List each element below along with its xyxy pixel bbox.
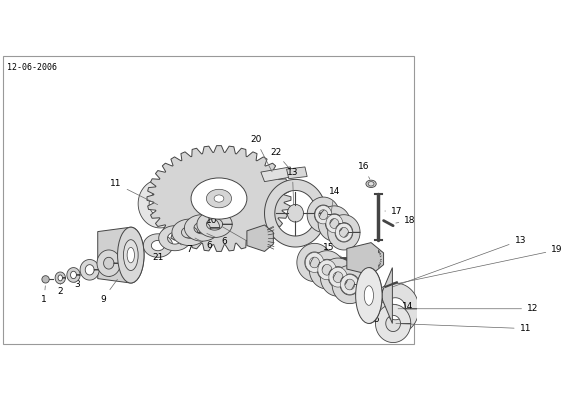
Polygon shape bbox=[329, 267, 347, 287]
Text: 22: 22 bbox=[270, 148, 291, 170]
Text: 17: 17 bbox=[385, 206, 403, 216]
Polygon shape bbox=[320, 258, 356, 296]
Text: 14: 14 bbox=[329, 187, 340, 214]
Polygon shape bbox=[372, 283, 419, 334]
Polygon shape bbox=[318, 260, 336, 280]
Polygon shape bbox=[265, 180, 326, 247]
Polygon shape bbox=[306, 252, 324, 272]
Polygon shape bbox=[341, 274, 359, 294]
Polygon shape bbox=[318, 206, 350, 241]
Ellipse shape bbox=[214, 195, 224, 202]
Text: 6: 6 bbox=[207, 234, 227, 246]
Polygon shape bbox=[185, 215, 220, 241]
Polygon shape bbox=[332, 265, 367, 304]
Ellipse shape bbox=[356, 291, 365, 297]
Text: 5: 5 bbox=[116, 262, 141, 271]
Polygon shape bbox=[261, 167, 294, 182]
Text: 14: 14 bbox=[363, 300, 414, 311]
Polygon shape bbox=[172, 219, 207, 246]
Ellipse shape bbox=[356, 268, 382, 324]
Polygon shape bbox=[143, 234, 173, 257]
Polygon shape bbox=[55, 272, 65, 284]
Ellipse shape bbox=[191, 178, 247, 219]
Polygon shape bbox=[67, 268, 80, 282]
Polygon shape bbox=[347, 243, 383, 275]
Ellipse shape bbox=[356, 300, 364, 306]
Polygon shape bbox=[297, 243, 332, 282]
Polygon shape bbox=[138, 180, 182, 228]
Text: 11: 11 bbox=[110, 179, 158, 205]
Text: 10: 10 bbox=[206, 216, 248, 241]
Text: 18: 18 bbox=[396, 216, 416, 225]
Text: 13: 13 bbox=[287, 168, 298, 210]
Polygon shape bbox=[310, 251, 345, 289]
Polygon shape bbox=[158, 226, 191, 251]
Text: 20: 20 bbox=[250, 135, 272, 172]
Polygon shape bbox=[80, 260, 99, 280]
Text: 3: 3 bbox=[73, 280, 80, 289]
Ellipse shape bbox=[123, 240, 138, 270]
Polygon shape bbox=[247, 225, 273, 252]
Polygon shape bbox=[97, 250, 120, 276]
Text: 7: 7 bbox=[180, 244, 193, 254]
Text: 6: 6 bbox=[195, 238, 212, 250]
Text: 8: 8 bbox=[0, 399, 1, 400]
Ellipse shape bbox=[206, 189, 232, 208]
Ellipse shape bbox=[287, 204, 303, 222]
Text: 12-06-2006: 12-06-2006 bbox=[7, 63, 57, 72]
Text: 19: 19 bbox=[392, 246, 563, 285]
Ellipse shape bbox=[127, 247, 135, 263]
Polygon shape bbox=[197, 211, 232, 238]
Circle shape bbox=[42, 276, 49, 283]
Ellipse shape bbox=[118, 227, 144, 283]
Polygon shape bbox=[336, 223, 352, 242]
Ellipse shape bbox=[368, 182, 374, 186]
Polygon shape bbox=[375, 304, 411, 342]
Polygon shape bbox=[287, 167, 307, 179]
Text: 11: 11 bbox=[396, 324, 531, 333]
Text: 1: 1 bbox=[41, 286, 47, 304]
Text: 2: 2 bbox=[57, 284, 63, 296]
Polygon shape bbox=[369, 268, 392, 324]
Polygon shape bbox=[307, 197, 340, 232]
Polygon shape bbox=[98, 227, 144, 283]
Text: 21: 21 bbox=[152, 250, 164, 262]
Text: 16: 16 bbox=[362, 302, 381, 324]
Ellipse shape bbox=[366, 180, 376, 188]
Polygon shape bbox=[147, 146, 291, 252]
Text: 9: 9 bbox=[100, 279, 118, 304]
Text: 12: 12 bbox=[398, 304, 538, 313]
Text: 4: 4 bbox=[98, 270, 111, 280]
Text: 15: 15 bbox=[323, 243, 342, 257]
Polygon shape bbox=[328, 215, 360, 250]
Polygon shape bbox=[326, 214, 343, 233]
Polygon shape bbox=[110, 265, 133, 279]
Text: 16: 16 bbox=[358, 162, 370, 179]
Polygon shape bbox=[315, 206, 332, 224]
Ellipse shape bbox=[364, 286, 374, 305]
Text: 13: 13 bbox=[371, 236, 526, 294]
